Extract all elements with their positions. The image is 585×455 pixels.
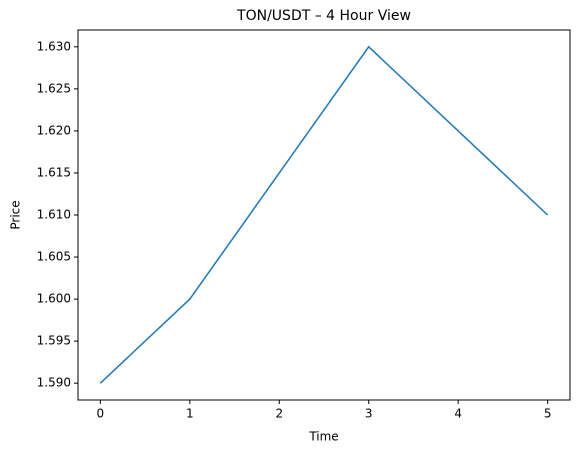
y-tick-label: 1.630 — [37, 39, 71, 53]
chart-title: TON/USDT – 4 Hour View — [236, 8, 411, 24]
y-tick-label: 1.600 — [37, 292, 71, 306]
y-tick-label: 1.615 — [37, 165, 71, 179]
x-tick-label: 5 — [544, 407, 552, 421]
y-tick-label: 1.605 — [37, 250, 71, 264]
x-tick-label: 3 — [365, 407, 373, 421]
line — [99, 45, 549, 384]
x-tick-label: 0 — [97, 407, 105, 421]
axes-frame — [77, 29, 571, 401]
y-tick-label: 1.590 — [37, 376, 71, 390]
x-axis-label: Time — [308, 430, 338, 444]
x-tick-label: 4 — [454, 407, 462, 421]
y-tick-label: 1.625 — [37, 81, 71, 95]
y-tick-label: 1.595 — [37, 334, 71, 348]
x-tick-label: 1 — [186, 407, 194, 421]
x-tick-label: 2 — [275, 407, 283, 421]
y-tick-label: 1.610 — [37, 208, 71, 222]
y-tick-label: 1.620 — [37, 123, 71, 137]
y-axis-label: Price — [9, 200, 23, 229]
